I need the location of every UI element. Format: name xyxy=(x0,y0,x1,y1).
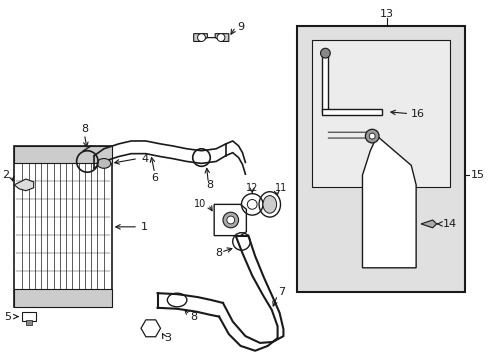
Text: 6: 6 xyxy=(151,173,158,183)
Text: 11: 11 xyxy=(274,183,286,193)
Text: 1: 1 xyxy=(141,222,148,232)
Text: 10: 10 xyxy=(194,199,206,210)
Bar xyxy=(14,146,112,163)
Polygon shape xyxy=(14,179,34,191)
Text: 5: 5 xyxy=(4,312,11,321)
Bar xyxy=(26,320,32,325)
Polygon shape xyxy=(362,136,415,268)
Text: 2: 2 xyxy=(2,170,9,180)
Circle shape xyxy=(365,129,378,143)
Text: 8: 8 xyxy=(206,180,213,190)
Ellipse shape xyxy=(259,192,280,217)
Text: 7: 7 xyxy=(277,287,284,297)
Text: 8: 8 xyxy=(215,248,222,258)
Circle shape xyxy=(197,33,205,41)
Polygon shape xyxy=(214,204,246,235)
Text: 8: 8 xyxy=(81,124,88,134)
Text: 13: 13 xyxy=(379,9,393,19)
Text: 9: 9 xyxy=(237,22,244,32)
Bar xyxy=(14,289,112,307)
Text: 14: 14 xyxy=(442,219,456,229)
Text: 15: 15 xyxy=(470,170,484,180)
Circle shape xyxy=(226,216,234,224)
Bar xyxy=(297,26,464,292)
Circle shape xyxy=(217,33,224,41)
Text: 4: 4 xyxy=(141,153,148,163)
Text: 8: 8 xyxy=(189,312,197,321)
Bar xyxy=(14,146,112,307)
Polygon shape xyxy=(193,33,228,41)
Ellipse shape xyxy=(97,158,111,168)
Bar xyxy=(311,40,449,187)
Text: 3: 3 xyxy=(164,333,171,343)
Text: 16: 16 xyxy=(410,109,425,119)
Ellipse shape xyxy=(263,195,276,213)
Polygon shape xyxy=(420,220,436,228)
Bar xyxy=(322,109,381,114)
Circle shape xyxy=(320,48,329,58)
Bar xyxy=(22,312,36,321)
Circle shape xyxy=(223,212,238,228)
Text: 12: 12 xyxy=(245,183,258,193)
Bar xyxy=(322,53,327,112)
Circle shape xyxy=(368,133,374,139)
